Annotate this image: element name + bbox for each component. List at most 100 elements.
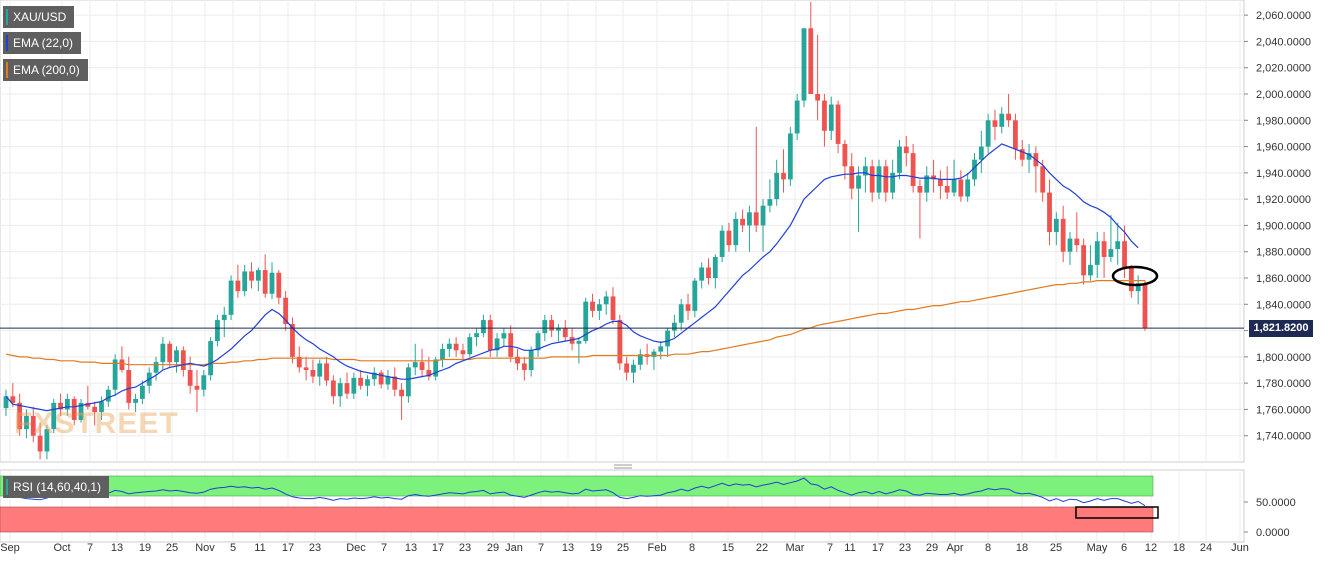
candle-body	[917, 186, 923, 193]
legend-rsi[interactable]: RSI (14,60,40,1)	[3, 476, 110, 498]
x-tick-label: 8	[985, 542, 991, 554]
candle-body	[1013, 120, 1018, 150]
candle-body	[535, 333, 541, 351]
legend-symbol-label: XAU/USD	[13, 10, 67, 24]
candle-body	[140, 385, 145, 399]
candle-body	[719, 230, 725, 257]
candle-body	[678, 304, 684, 323]
x-tick-label: 11	[254, 542, 265, 554]
candle-body	[1081, 245, 1087, 276]
y-tick-label: 2,000.0000	[1256, 89, 1311, 101]
candle-body	[85, 402, 91, 407]
candle-body	[44, 429, 50, 452]
candle-body	[481, 320, 486, 334]
x-tick-label: 24	[1200, 542, 1212, 554]
candle-body	[119, 359, 125, 370]
candle-body	[978, 146, 984, 160]
candle-body	[542, 320, 548, 334]
y-tick-label: 1,920.0000	[1256, 194, 1311, 206]
candle-body	[849, 166, 855, 189]
candle-body	[433, 359, 439, 377]
legend-ema-fast[interactable]: EMA (22,0)	[3, 32, 82, 54]
candle-body	[787, 133, 793, 180]
candle-body	[658, 346, 664, 352]
candle-body	[1006, 113, 1011, 121]
candle-body	[794, 100, 800, 134]
candle-body	[392, 376, 398, 390]
candle-body	[1040, 166, 1046, 193]
y-tick-label: 1,760.0000	[1256, 404, 1311, 416]
candle-body	[910, 153, 916, 186]
candle-body	[467, 337, 473, 355]
candle-body	[406, 367, 411, 397]
candle-body	[760, 205, 766, 226]
legend-symbol[interactable]: XAU/USD	[3, 6, 75, 28]
candle-body	[835, 104, 841, 144]
x-tick-label: 22	[756, 542, 768, 554]
candle-body	[201, 375, 207, 390]
x-tick-label: 19	[590, 542, 602, 554]
candle-body	[1088, 264, 1093, 276]
x-tick-label: Sep	[0, 542, 20, 554]
candle-body	[194, 385, 200, 390]
candle-body	[283, 297, 289, 324]
candle-body	[501, 333, 507, 339]
rsi-swatch-icon	[6, 479, 8, 495]
candle-body	[583, 301, 589, 342]
candle-body	[972, 159, 977, 180]
candle-body	[992, 120, 998, 127]
candle-body	[1135, 283, 1141, 292]
candle-body	[153, 362, 159, 373]
candle-body	[1101, 241, 1107, 257]
candle-body	[883, 166, 889, 193]
candle-body	[733, 218, 739, 246]
candle-body	[747, 212, 752, 226]
candle-body	[255, 270, 261, 281]
candle-body	[924, 175, 930, 193]
candle-body	[262, 270, 268, 294]
annotation-rect	[1075, 506, 1159, 519]
candle-body	[221, 314, 227, 321]
candle-body	[378, 372, 384, 385]
rsi-line	[5, 477, 1146, 507]
candle-body	[822, 100, 827, 131]
x-tick-label: 7	[87, 542, 93, 554]
candle-body	[37, 435, 43, 452]
candle-body	[876, 166, 882, 193]
rsi-y-tick-label: 0.0000	[1256, 527, 1290, 539]
x-tick-label: 25	[166, 542, 178, 554]
x-tick-label: 12	[1145, 542, 1157, 554]
candle-body	[228, 280, 234, 315]
x-tick-label: Jan	[505, 542, 523, 554]
candle-body	[474, 333, 480, 338]
candle-body	[358, 377, 364, 386]
candle-body	[508, 333, 514, 357]
x-tick-label: Apr	[946, 542, 963, 554]
candle-body	[330, 380, 336, 397]
y-tick-label: 1,960.0000	[1256, 142, 1311, 154]
candle-body	[515, 356, 520, 364]
candle-body	[958, 179, 964, 197]
candle-body	[890, 172, 896, 193]
x-tick-label: 7	[827, 542, 833, 554]
candle-body	[951, 179, 957, 193]
candle-body	[10, 396, 16, 403]
candle-body	[215, 320, 220, 342]
candle-body	[324, 363, 329, 381]
candle-body	[931, 175, 936, 180]
candle-body	[208, 341, 214, 376]
x-tick-label: 13	[111, 542, 123, 554]
candle-body	[944, 186, 950, 193]
candle-body	[562, 327, 568, 338]
x-tick-label: May	[1087, 542, 1108, 554]
candle-body	[726, 230, 732, 246]
candle-body	[167, 343, 173, 363]
candle-body	[17, 402, 23, 430]
legend-ema-slow[interactable]: EMA (200,0)	[3, 59, 88, 81]
candle-body	[965, 179, 971, 197]
candle-body	[1115, 241, 1121, 250]
ema-slow-swatch-icon	[6, 62, 8, 78]
candle-body	[617, 320, 623, 364]
candle-body	[310, 370, 316, 377]
candle-body	[862, 166, 868, 176]
